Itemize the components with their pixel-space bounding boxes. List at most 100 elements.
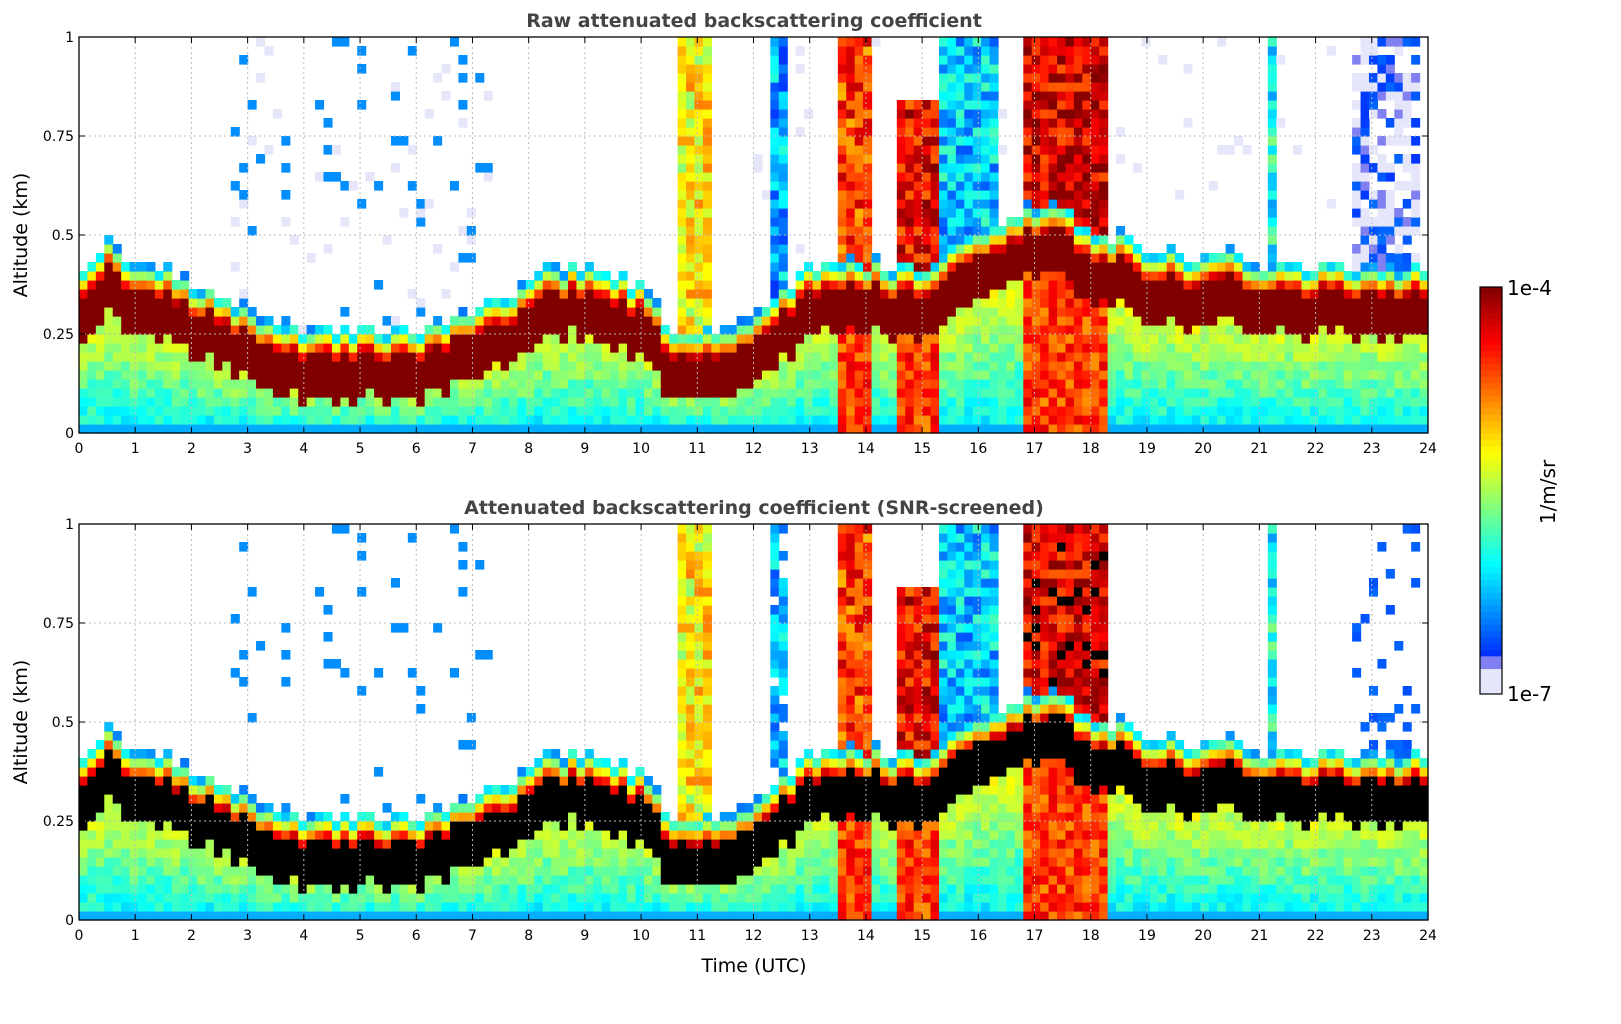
heatmap-cell [703, 109, 712, 119]
heatmap-cell [1074, 46, 1083, 56]
heatmap-cell [1124, 334, 1133, 344]
heatmap-cell [1049, 415, 1058, 425]
heatmap-cell [1023, 406, 1032, 416]
heatmap-cell [754, 424, 763, 434]
heatmap-cell [239, 875, 248, 885]
heatmap-cell [79, 424, 88, 434]
heatmap-cell [779, 136, 788, 146]
heatmap-cell [526, 794, 535, 804]
heatmap-cell [357, 839, 366, 849]
heatmap-cell [1124, 379, 1133, 389]
heatmap-cell [914, 181, 923, 191]
heatmap-cell [956, 244, 965, 254]
x-tick-label: 2 [187, 441, 196, 457]
heatmap-cell [79, 316, 88, 326]
heatmap-cell [113, 334, 122, 344]
heatmap-cell [1268, 325, 1277, 335]
heatmap-cell [1150, 280, 1159, 290]
heatmap-cell [298, 866, 307, 876]
heatmap-cell [534, 361, 543, 371]
heatmap-cell [1234, 334, 1243, 344]
heatmap-cell [408, 884, 417, 894]
heatmap-cell [728, 352, 737, 362]
heatmap-cell [686, 136, 695, 146]
heatmap-cell [888, 280, 897, 290]
heatmap-cell [1150, 289, 1159, 299]
heatmap-cell [256, 839, 265, 849]
heatmap-cell [1217, 289, 1226, 299]
heatmap-cell [703, 370, 712, 380]
heatmap-cell [1158, 397, 1167, 407]
heatmap-cell [307, 884, 316, 894]
heatmap-cell [172, 884, 181, 894]
heatmap-cell [1386, 370, 1395, 380]
heatmap-cell [1251, 289, 1260, 299]
heatmap-cell [770, 253, 779, 263]
heatmap-cell [635, 352, 644, 362]
heatmap-cell [914, 289, 923, 299]
heatmap-cell [155, 397, 164, 407]
heatmap-cell [517, 325, 526, 335]
heatmap-cell [1352, 415, 1361, 425]
heatmap-cell [678, 145, 687, 155]
heatmap-cell [1226, 316, 1235, 326]
heatmap-cell [770, 262, 779, 272]
heatmap-cell [821, 388, 830, 398]
heatmap-cell [1377, 406, 1386, 416]
heatmap-cell [1032, 379, 1041, 389]
heatmap-cell [458, 100, 467, 110]
heatmap-cell [264, 893, 273, 903]
heatmap-cell [526, 424, 535, 434]
heatmap-cell [526, 379, 535, 389]
heatmap-cell [113, 397, 122, 407]
heatmap-cell [931, 217, 940, 227]
heatmap-cell [1377, 91, 1386, 101]
heatmap-cell [416, 839, 425, 849]
heatmap-cell [332, 839, 341, 849]
heatmap-cell [678, 397, 687, 407]
heatmap-cell [551, 388, 560, 398]
heatmap-cell [990, 46, 999, 56]
heatmap-cell [1091, 154, 1100, 164]
heatmap-cell [1403, 334, 1412, 344]
heatmap-cell [1369, 163, 1378, 173]
heatmap-cell [1302, 361, 1311, 371]
heatmap-cell [113, 911, 122, 921]
heatmap-cell [576, 406, 585, 416]
heatmap-cell [425, 361, 434, 371]
heatmap-cell [172, 379, 181, 389]
heatmap-cell [1268, 316, 1277, 326]
heatmap-cell [888, 370, 897, 380]
heatmap-cell [922, 226, 931, 236]
heatmap-cell [315, 424, 324, 434]
heatmap-cell [104, 361, 113, 371]
heatmap-cell [104, 875, 113, 885]
heatmap-cell [1158, 379, 1167, 389]
heatmap-cell [897, 199, 906, 209]
heatmap-cell [155, 370, 164, 380]
heatmap-cell [1243, 262, 1252, 272]
heatmap-cell [1049, 46, 1058, 56]
heatmap-cell [1133, 280, 1142, 290]
heatmap-cell [1023, 370, 1032, 380]
heatmap-cell [138, 830, 147, 840]
heatmap-cell [87, 812, 96, 822]
heatmap-cell [222, 902, 231, 912]
heatmap-cell [576, 307, 585, 317]
heatmap-cell [1217, 262, 1226, 272]
heatmap-cell [1116, 325, 1125, 335]
heatmap-cell [104, 848, 113, 858]
heatmap-cell [838, 91, 847, 101]
heatmap-cell [1335, 289, 1344, 299]
heatmap-cell [324, 632, 333, 642]
raw-backscatter-panel: Raw attenuated backscattering coefficien… [10, 10, 1437, 457]
heatmap-cell [130, 334, 139, 344]
heatmap-cell [1192, 316, 1201, 326]
heatmap-cell [324, 893, 333, 903]
heatmap-cell [130, 289, 139, 299]
heatmap-cell [1394, 208, 1403, 218]
heatmap-cell [517, 352, 526, 362]
heatmap-cell [1006, 253, 1015, 263]
heatmap-cell [576, 289, 585, 299]
heatmap-cell [1065, 406, 1074, 416]
